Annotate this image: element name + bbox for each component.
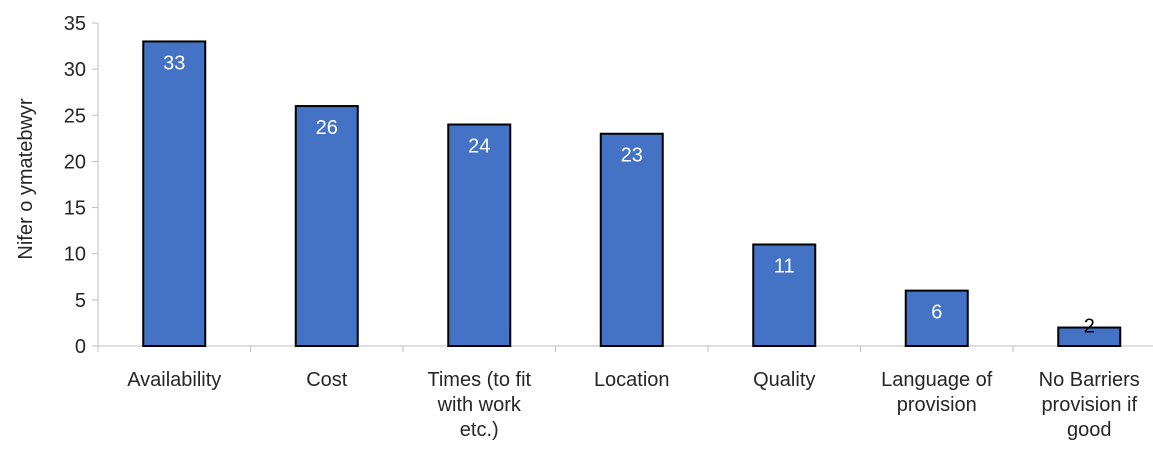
data-label: 24 bbox=[468, 136, 490, 158]
data-label: 11 bbox=[774, 255, 795, 277]
bar bbox=[294, 105, 359, 347]
bar bbox=[142, 40, 207, 347]
bar bbox=[447, 123, 512, 347]
bar bbox=[752, 243, 817, 347]
y-tick-label: 5 bbox=[75, 290, 86, 312]
data-label: 23 bbox=[621, 145, 643, 167]
axes: 0 5 10 15 20 25 30 35 bbox=[64, 13, 1153, 358]
y-tick-label: 15 bbox=[64, 198, 86, 220]
y-tick-label: 0 bbox=[75, 336, 86, 358]
x-tick-label: Quality bbox=[753, 369, 815, 391]
x-tick-label: Location bbox=[594, 369, 670, 391]
data-label: 33 bbox=[163, 52, 185, 74]
data-label: 2 bbox=[1084, 316, 1095, 338]
data-label: 26 bbox=[316, 117, 338, 139]
bar bbox=[599, 132, 664, 347]
bar bbox=[904, 289, 969, 347]
bar bbox=[1057, 326, 1122, 347]
x-tick-label: Language of provision bbox=[881, 369, 993, 416]
y-axis-label: Nifer o ymatebwyr bbox=[15, 98, 37, 259]
bars bbox=[142, 40, 1122, 347]
category-labels: Availability Cost Times (to fit with work et… bbox=[127, 369, 1140, 441]
y-tick-label: 10 bbox=[64, 244, 86, 266]
y-tick-label: 35 bbox=[64, 13, 86, 35]
x-tick-label: Times (to fit with work etc.) bbox=[427, 369, 531, 441]
data-label: 6 bbox=[931, 302, 942, 324]
x-tick-label: Cost bbox=[306, 369, 348, 391]
data-labels: 33 26 24 23 11 6 2 bbox=[163, 52, 1095, 337]
x-tick-label: No Barriers provision if good bbox=[1039, 369, 1140, 441]
y-tick-label: 30 bbox=[64, 59, 86, 81]
y-tick-label: 20 bbox=[64, 151, 86, 173]
y-tick-label: 25 bbox=[64, 105, 86, 127]
x-tick-label: Availability bbox=[127, 369, 221, 391]
